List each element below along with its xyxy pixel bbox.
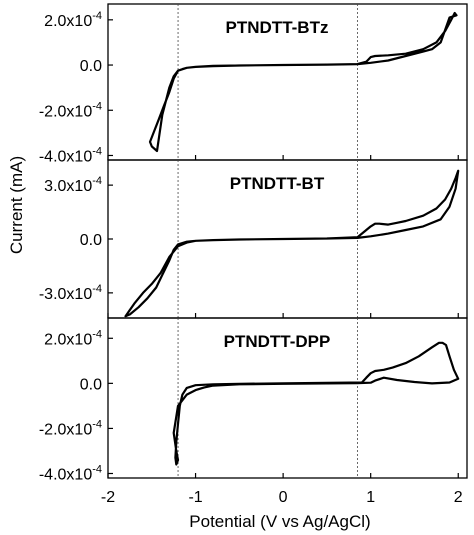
panel-title: PTNDTT-BTz <box>226 18 329 37</box>
x-tick-label: -1 <box>188 489 202 506</box>
y-tick-label: 3.0x10-4 <box>44 175 102 195</box>
y-tick-label: 0.0 <box>80 58 102 75</box>
y-axis-title: Current (mA) <box>7 156 26 254</box>
x-tick-label: 0 <box>279 489 288 506</box>
y-tick-label: -3.0x10-4 <box>39 283 102 303</box>
panel-title: PTNDTT-DPP <box>224 332 331 351</box>
cv-curve <box>124 169 460 318</box>
y-tick-label: 2.0x10-4 <box>44 10 102 30</box>
y-tick-label: -2.0x10-4 <box>39 418 102 438</box>
y-tick-label: -4.0x10-4 <box>39 145 102 165</box>
x-axis-title: Potential (V vs Ag/AgCl) <box>189 512 370 531</box>
cv-curve <box>148 11 458 153</box>
panel-title: PTNDTT-BT <box>230 174 325 193</box>
cv-curve <box>172 341 460 466</box>
panel-1: 2.0x10-4 0.0 -2.0x10-4 -4.0x10-4 PTNDTT-BTz <box>39 3 468 165</box>
y-tick-label: -4.0x10-4 <box>39 463 102 483</box>
x-tick-label: 1 <box>366 489 375 506</box>
y-tick-label: 0.0 <box>80 376 102 393</box>
y-tick-label: -2.0x10-4 <box>39 100 102 120</box>
panel-2: 3.0x10-4 0.0 -3.0x10-4 PTNDTT-BT <box>39 159 468 319</box>
y-tick-label: 0.0 <box>80 232 102 249</box>
x-tick-label: -2 <box>101 489 115 506</box>
panel-frame <box>107 317 468 479</box>
x-tick-label: 2 <box>454 489 463 506</box>
y-tick-label: 2.0x10-4 <box>44 328 102 348</box>
panel-3: 2.0x10-4 0.0 -2.0x10-4 -4.0x10-4 PTNDTT-DPP <box>39 317 468 483</box>
